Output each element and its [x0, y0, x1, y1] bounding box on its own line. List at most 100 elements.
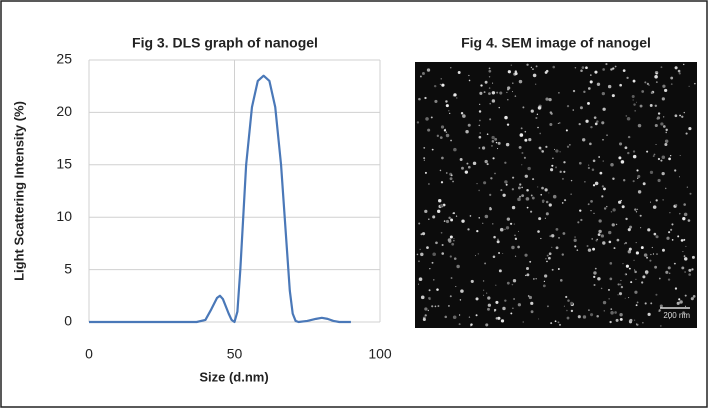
sem-particle — [498, 251, 501, 254]
sem-particle — [660, 325, 662, 327]
sem-particle — [637, 174, 641, 178]
sem-particle — [524, 174, 528, 178]
y-axis-label: Light Scattering Intensity (%) — [11, 101, 26, 281]
sem-particle — [537, 186, 539, 188]
sem-particle — [554, 320, 557, 323]
sem-particle — [484, 80, 488, 84]
sem-particle — [610, 210, 613, 213]
sem-particle — [563, 161, 566, 164]
sem-particle — [566, 316, 570, 320]
sem-particle — [603, 207, 607, 210]
sem-particle — [691, 255, 695, 259]
sem-particle — [557, 321, 560, 324]
sem-particle — [424, 314, 427, 317]
sem-particle — [468, 316, 471, 318]
sem-particle — [488, 76, 491, 78]
sem-particle — [506, 91, 508, 93]
sem-particle — [565, 295, 568, 299]
sem-particle — [422, 317, 426, 321]
sem-particle — [574, 67, 577, 69]
sem-particle — [668, 272, 671, 275]
sem-particle — [671, 239, 674, 241]
chart-title: Fig 3. DLS graph of nanogel — [132, 35, 318, 51]
sem-particle — [683, 238, 686, 241]
sem-particle — [455, 285, 457, 288]
sem-particle — [551, 164, 554, 167]
sem-particle — [632, 154, 637, 159]
sem-particle — [641, 90, 645, 93]
sem-particle — [477, 253, 479, 255]
sem-particle — [658, 277, 661, 280]
sem-particle — [569, 144, 571, 146]
sem-particle — [689, 192, 692, 195]
sem-particle — [511, 245, 515, 250]
sem-particle — [587, 87, 591, 90]
scale-label: 200 nm — [663, 311, 690, 320]
sem-particle — [518, 79, 523, 84]
sem-particle — [587, 248, 592, 252]
sem-particle — [429, 267, 431, 270]
sem-particle — [620, 160, 625, 164]
sem-particle — [443, 220, 446, 222]
sem-particle — [530, 109, 534, 113]
sem-particle — [541, 199, 545, 203]
sem-particle — [602, 68, 605, 71]
sem-particle — [668, 231, 671, 234]
sem-particle — [553, 148, 555, 150]
sem-particle — [603, 310, 606, 312]
sem-particle — [659, 304, 663, 308]
sem-particle — [533, 278, 535, 280]
sem-particle — [504, 180, 508, 184]
sem-particle — [419, 248, 421, 251]
sem-particle — [551, 268, 554, 271]
sem-particle — [517, 245, 520, 249]
sem-particle — [530, 301, 534, 305]
sem-particle — [538, 318, 540, 320]
sem-particle — [590, 313, 594, 317]
sem-particle — [440, 78, 442, 80]
sem-particle — [593, 283, 596, 287]
sem-particle — [492, 82, 494, 84]
sem-particle — [605, 62, 608, 66]
sem-particle — [551, 234, 555, 238]
sem-particle — [683, 63, 685, 66]
sem-particle — [632, 150, 636, 153]
sem-particle — [519, 183, 522, 186]
x-tick-label: 0 — [85, 346, 93, 362]
sem-particle — [664, 142, 668, 147]
sem-particle — [612, 208, 616, 212]
sem-particle — [596, 82, 601, 86]
sem-particle — [610, 311, 614, 315]
x-tick-label: 50 — [227, 346, 243, 362]
sem-particle — [618, 292, 623, 296]
sem-particle — [540, 237, 542, 240]
sem-particle — [639, 104, 643, 108]
sem-particle — [469, 215, 472, 217]
sem-particle — [479, 119, 481, 122]
x-axis-label: Size (d.nm) — [199, 369, 268, 384]
sem-particle — [486, 163, 489, 166]
sem-particle — [512, 279, 517, 283]
sem-particle — [517, 186, 521, 190]
sem-particle — [491, 140, 495, 143]
sem-particle — [619, 283, 622, 286]
sem-particle — [681, 115, 684, 118]
sem-particle — [576, 249, 579, 251]
sem-particle — [593, 275, 596, 279]
sem-particle — [686, 186, 689, 188]
sem-particle — [615, 223, 618, 226]
sem-particle — [655, 144, 657, 146]
sem-particle — [432, 252, 436, 257]
sem-particle — [449, 255, 452, 258]
sem-particle — [484, 159, 488, 164]
sem-particle — [654, 265, 657, 269]
sem-particle — [483, 181, 487, 185]
sem-particle — [445, 104, 449, 108]
sem-particle — [523, 156, 526, 159]
sem-particle — [462, 114, 466, 118]
sem-particle — [535, 116, 538, 120]
sem-particle — [521, 151, 524, 154]
sem-particle — [679, 300, 683, 304]
sem-particle — [514, 234, 516, 236]
sem-particle — [456, 97, 458, 99]
